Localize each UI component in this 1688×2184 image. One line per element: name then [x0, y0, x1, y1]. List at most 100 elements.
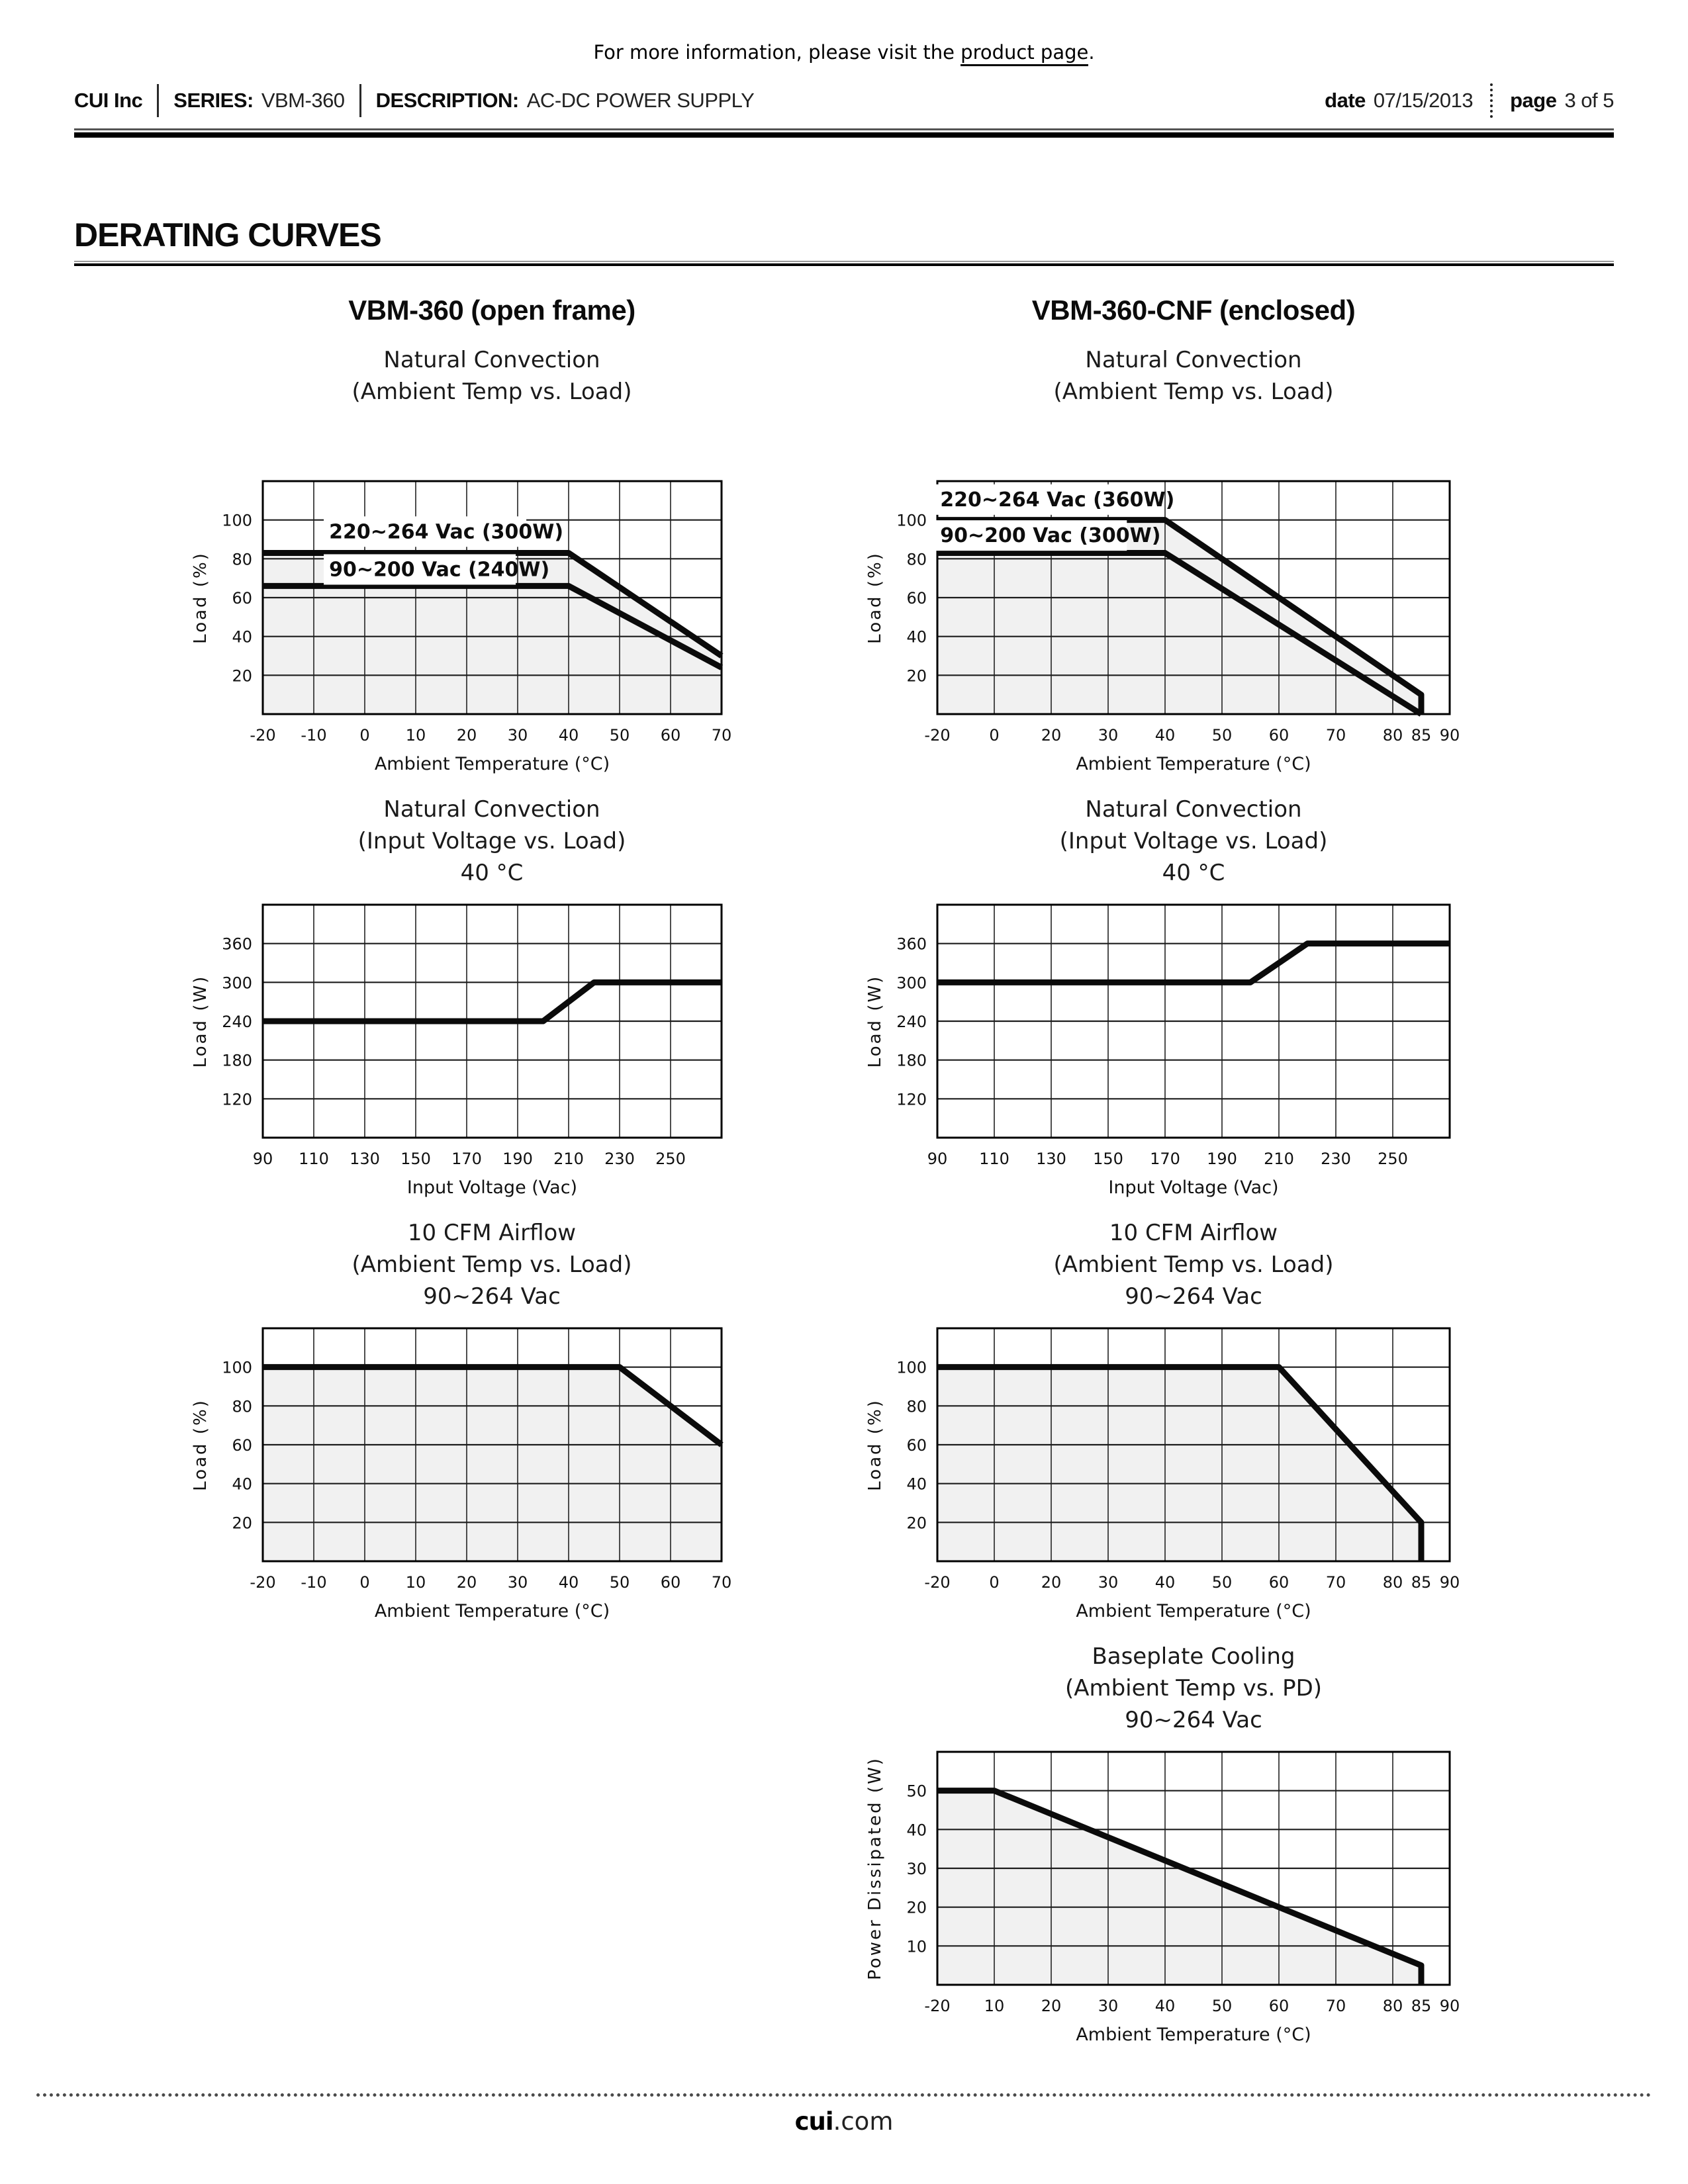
x-tick-label: 20 [1041, 1573, 1062, 1592]
y-tick-label: 40 [232, 1475, 252, 1494]
x-tick-label: 0 [989, 1573, 999, 1592]
y-axis-title: Power Dissipated (W) [865, 1756, 885, 1980]
chart-svg: 220~264 Vac (300W) 90~200 Vac (240W) -20 -1… [191, 480, 731, 774]
x-tick-label: 10 [984, 1997, 1005, 2015]
x-tick-label: 60 [660, 1573, 680, 1592]
chart-title-line: (Ambient Temp vs. Load) [1053, 379, 1334, 405]
column-open-frame: VBM-360 (open frame) Natural Convection (… [76, 294, 844, 2064]
derating-curve [937, 517, 1425, 714]
under-curve-fill [937, 1790, 1421, 1985]
top-note-suffix: . [1088, 41, 1095, 64]
y-tick-label: 120 [896, 1090, 927, 1109]
chart-title: Natural Convection (Input Voltage vs. Loa… [1060, 794, 1328, 889]
y-tick-label: 100 [896, 1359, 927, 1377]
y-tick-label: 120 [222, 1090, 252, 1109]
y-tick-label: 360 [222, 935, 252, 954]
column-enclosed: VBM-360-CNF (enclosed) Natural Convectio… [778, 294, 1546, 2064]
chart-title-line: (Input Voltage vs. Load) [357, 828, 626, 854]
derating-curve [262, 550, 724, 659]
plot-area: 220~264 Vac (300W) 90~200 Vac (240W) -20 -1… [191, 480, 731, 774]
y-tick-label: 180 [896, 1052, 927, 1070]
x-tick-label: 40 [1155, 1997, 1176, 2015]
x-tick-label: 50 [609, 726, 630, 745]
x-tick-label: 90 [1440, 1573, 1460, 1592]
x-tick-label: 170 [1150, 1150, 1180, 1168]
series-label: SERIES: [173, 89, 254, 112]
y-tick-label: 30 [906, 1860, 927, 1878]
x-tick-label: -10 [301, 1573, 326, 1592]
plot-area: 90 110 130 150 170 190 210 230 250 120 180 240 300 36… [191, 903, 722, 1198]
x-tick-label: 85 [1411, 1997, 1432, 2015]
x-tick-label: 230 [604, 1150, 635, 1168]
top-note-prefix: For more information, please visit the [593, 41, 961, 64]
y-tick-label: 80 [232, 550, 252, 569]
date-value: 07/15/2013 [1373, 89, 1474, 112]
x-tick-label: 0 [359, 1573, 369, 1592]
chart-title-line: 10 CFM Airflow [1109, 1220, 1278, 1246]
x-tick-label: 40 [1155, 726, 1176, 745]
chart-title-line: 10 CFM Airflow [407, 1220, 577, 1246]
under-curve-fill [262, 1367, 722, 1561]
chart-title-line: Natural Convection [383, 347, 600, 373]
x-tick-label: -20 [250, 1573, 275, 1592]
plot-area: 90 110 130 150 170 190 210 230 250 120 180 240 300 36… [865, 903, 1451, 1198]
series-label-box [323, 554, 516, 585]
y-tick-label: 40 [906, 628, 927, 647]
y-tick-label: 60 [906, 589, 927, 608]
x-tick-label: 70 [1326, 1997, 1346, 2015]
x-tick-label: 110 [979, 1150, 1009, 1168]
x-tick-label: 90 [1440, 1997, 1460, 2015]
y-tick-label: 20 [906, 1899, 927, 1917]
x-tick-label: 130 [350, 1150, 380, 1168]
derating-curve [937, 550, 1423, 717]
chart-title-line: (Ambient Temp vs. Load) [352, 1251, 632, 1278]
series-value: VBM-360 [261, 89, 345, 112]
x-tick-label: 50 [1212, 1997, 1233, 2015]
chart-svg: 90 110 130 150 170 190 210 230 250 120 180 240 300 36… [865, 903, 1451, 1198]
y-tick-label: 180 [222, 1052, 252, 1070]
y-tick-label: 80 [232, 1397, 252, 1416]
series-label-box [935, 484, 1138, 515]
x-axis-title: Ambient Temperature (°C) [1076, 1601, 1311, 1621]
derating-curve [262, 582, 723, 670]
vertical-divider [157, 84, 160, 117]
y-axis-title: Load (%) [865, 551, 885, 644]
x-tick-label: 10 [405, 1573, 426, 1592]
chart-title: Natural Convection (Ambient Temp vs. Load… [1054, 344, 1334, 408]
under-curve-fill [262, 553, 722, 714]
footer-dotted-rule [36, 2093, 1652, 2097]
series-label: 220~264 Vac (360W) [940, 488, 1174, 512]
x-tick-label: 60 [660, 726, 680, 745]
page-number: 3 of 5 [1564, 89, 1614, 112]
x-tick-label: 50 [1212, 1573, 1233, 1592]
y-axis-title: Load (W) [865, 975, 885, 1068]
header-left-group: CUI Inc SERIES: VBM-360 DESCRIPTION: AC-DC… [74, 84, 755, 117]
x-tick-label: 190 [502, 1150, 533, 1168]
y-tick-label: 300 [896, 974, 927, 992]
x-tick-label: 30 [1098, 1997, 1119, 2015]
chart-10cfm-airflow-open-frame: 10 CFM Airflow (Ambient Temp vs. Load) 90~… [185, 1217, 736, 1626]
chart-title-line: 40 °C [1162, 860, 1225, 886]
chart-title-line: 90~264 Vac [1125, 1283, 1262, 1310]
series-label: 90~200 Vac (240W) [329, 558, 549, 581]
x-tick-label: 0 [989, 726, 999, 745]
x-tick-label: 90 [252, 1150, 273, 1168]
x-axis-title: Input Voltage (Vac) [1108, 1177, 1278, 1198]
x-tick-label: 85 [1411, 726, 1432, 745]
column-title-open-frame: VBM-360 (open frame) [348, 295, 635, 326]
description-field: DESCRIPTION: AC-DC POWER SUPPLY [376, 89, 755, 113]
product-page-link[interactable]: product page [961, 41, 1089, 66]
chart-natural-convection-temp-enclosed: Natural Convection (Ambient Temp vs. Load… [859, 344, 1464, 779]
chart-title-line: (Ambient Temp vs. Load) [352, 379, 632, 405]
x-tick-label: 60 [1269, 1573, 1289, 1592]
chart-10cfm-airflow-enclosed: 10 CFM Airflow (Ambient Temp vs. Load) 90~… [859, 1217, 1464, 1626]
plot-border [936, 480, 1451, 715]
x-axis-title: Input Voltage (Vac) [406, 1177, 577, 1198]
x-tick-label: 70 [711, 726, 731, 745]
x-tick-label: 110 [299, 1150, 329, 1168]
x-tick-label: 70 [1326, 726, 1346, 745]
x-tick-label: 150 [400, 1150, 431, 1168]
company-name: CUI Inc [74, 89, 143, 112]
series-label-box [935, 520, 1127, 551]
